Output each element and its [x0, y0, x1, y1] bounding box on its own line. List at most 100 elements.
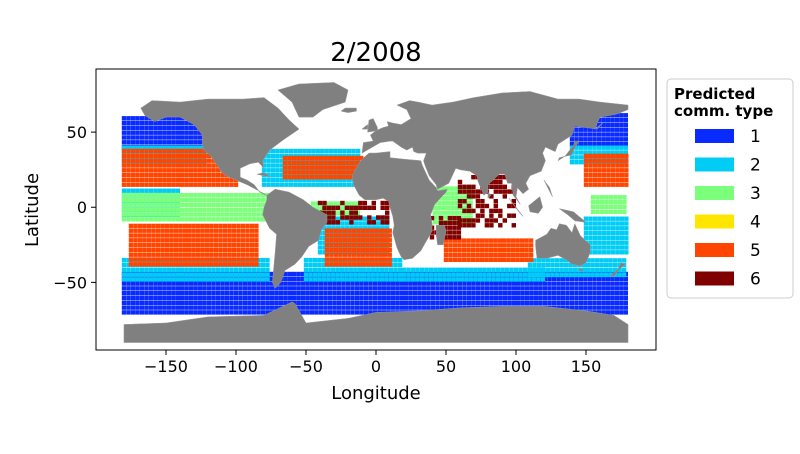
- data-point: [148, 153, 154, 159]
- data-point: [218, 242, 223, 248]
- data-point: [308, 257, 313, 263]
- data-point: [624, 235, 629, 241]
- data-point: [121, 177, 127, 183]
- data-point: [511, 286, 516, 291]
- data-point: [206, 197, 212, 203]
- data-point: [171, 145, 176, 150]
- data-point: [457, 203, 463, 209]
- data-point: [406, 272, 411, 277]
- data-point: [452, 238, 458, 243]
- data-point: [342, 148, 347, 154]
- data-point: [597, 226, 602, 231]
- data-point: [345, 175, 350, 180]
- data-point: [144, 158, 149, 163]
- data-point: [175, 281, 180, 286]
- data-point: [332, 310, 337, 315]
- data-point: [157, 305, 162, 310]
- data-point: [355, 148, 361, 154]
- data-point: [137, 242, 143, 248]
- data-point: [300, 160, 306, 165]
- data-point: [211, 158, 216, 163]
- data-point: [169, 252, 174, 257]
- data-point: [184, 172, 189, 178]
- data-point: [164, 252, 169, 257]
- data-point: [484, 243, 489, 248]
- data-point: [245, 252, 250, 257]
- data-point: [610, 221, 616, 226]
- data-point: [345, 291, 351, 296]
- data-point: [475, 286, 481, 291]
- data-point: [169, 262, 174, 267]
- data-point: [126, 305, 131, 310]
- data-point: [606, 221, 611, 226]
- data-point: [595, 199, 600, 205]
- data-point: [153, 202, 158, 207]
- data-point: [327, 155, 332, 161]
- land-polygon-overlay: [256, 172, 272, 178]
- data-point: [592, 216, 598, 221]
- data-point: [314, 310, 319, 315]
- data-point: [590, 195, 596, 200]
- data-point: [323, 295, 328, 301]
- data-point: [135, 140, 140, 145]
- data-point: [153, 168, 158, 173]
- data-point: [171, 310, 176, 315]
- data-point: [455, 186, 460, 191]
- data-point: [511, 243, 516, 248]
- data-point: [362, 272, 367, 277]
- data-point: [498, 291, 503, 296]
- data-point: [387, 252, 392, 257]
- data-point: [238, 291, 243, 296]
- data-point: [317, 272, 322, 277]
- data-point: [354, 291, 360, 296]
- data-point: [205, 238, 210, 243]
- data-point: [357, 277, 362, 282]
- data-point: [365, 257, 370, 262]
- data-point: [387, 228, 392, 233]
- data-point: [139, 153, 145, 159]
- data-point: [595, 195, 600, 200]
- data-point: [187, 238, 192, 243]
- data-point: [408, 271, 413, 277]
- data-point: [335, 272, 340, 277]
- data-point: [610, 150, 615, 155]
- data-point: [340, 240, 345, 245]
- data-point: [371, 240, 376, 245]
- data-point: [144, 310, 149, 315]
- data-point: [608, 263, 613, 268]
- data-point: [347, 233, 352, 238]
- data-point: [233, 193, 239, 198]
- data-point: [452, 243, 458, 248]
- data-point: [148, 120, 154, 126]
- data-point: [452, 257, 458, 262]
- data-point: [433, 267, 438, 272]
- data-point: [187, 262, 192, 267]
- data-point: [597, 177, 602, 183]
- data-point: [148, 300, 154, 305]
- data-point: [233, 281, 239, 286]
- data-point: [142, 257, 147, 262]
- data-point: [491, 272, 496, 277]
- data-point: [144, 202, 149, 207]
- data-point: [610, 276, 615, 281]
- data-point: [417, 281, 422, 286]
- data-point: [266, 168, 271, 173]
- data-point: [502, 291, 507, 296]
- data-point: [583, 305, 588, 310]
- data-point: [574, 286, 579, 291]
- data-point: [583, 300, 588, 305]
- data-point: [344, 205, 350, 210]
- data-point: [220, 212, 225, 217]
- data-point: [559, 263, 564, 268]
- data-point: [484, 223, 490, 228]
- data-point: [601, 122, 606, 128]
- data-point: [385, 220, 390, 225]
- data-point: [480, 213, 485, 218]
- data-point: [327, 165, 332, 170]
- data-point: [173, 247, 178, 253]
- data-point: [121, 140, 127, 145]
- data-point: [227, 262, 232, 267]
- data-point: [608, 204, 614, 210]
- data-point: [323, 281, 328, 286]
- data-point: [182, 238, 187, 243]
